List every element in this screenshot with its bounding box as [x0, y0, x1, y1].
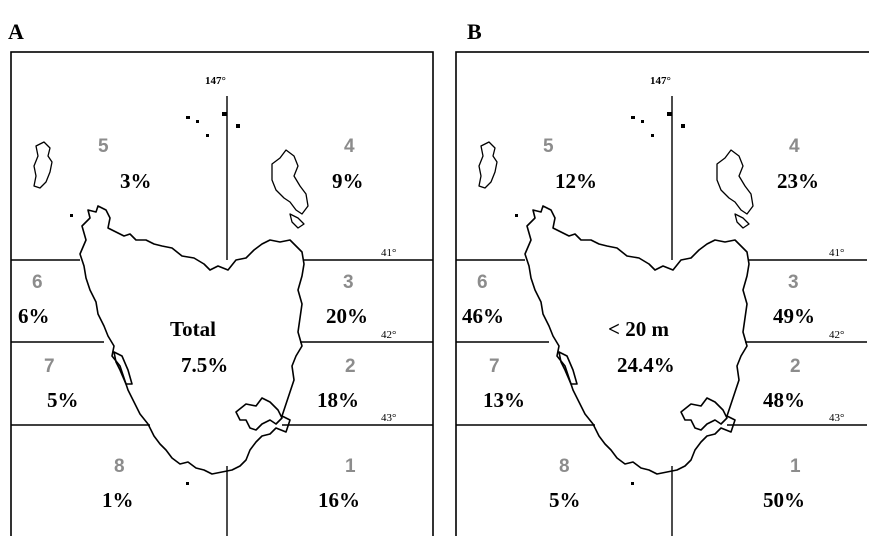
panel-b: B 147° 41° 42° 43° 5 12% 4 23% 6 46% 3 4… — [455, 19, 869, 536]
zone-2-number: 2 — [345, 356, 356, 377]
zone-5-percent: 12% — [555, 169, 597, 193]
zone-3-number: 3 — [343, 272, 354, 293]
zone-8-percent: 1% — [102, 488, 134, 512]
longitude-label: 147° — [205, 75, 226, 87]
zone-2-number: 2 — [790, 356, 801, 377]
zone-8-number: 8 — [114, 456, 125, 477]
zone-5-number: 5 — [98, 136, 109, 157]
zone-4-number: 4 — [344, 136, 355, 157]
zone-7-number: 7 — [44, 356, 55, 377]
latitude-label-43: 43° — [381, 412, 396, 424]
zone-2-percent: 18% — [317, 388, 359, 412]
center-title: < 20 m — [608, 317, 669, 341]
latitude-label-43: 43° — [829, 412, 844, 424]
panel-letter: B — [467, 19, 482, 44]
center-value: 24.4% — [617, 353, 675, 377]
zone-6-percent: 46% — [462, 304, 504, 328]
tasmania-outline — [33, 111, 309, 486]
zone-3-number: 3 — [788, 272, 799, 293]
zone-1-percent: 50% — [763, 488, 805, 512]
zone-5-percent: 3% — [120, 169, 152, 193]
zone-6-number: 6 — [477, 272, 488, 293]
zone-1-percent: 16% — [318, 488, 360, 512]
zone-6-percent: 6% — [18, 304, 50, 328]
tasmania-outline — [478, 111, 754, 486]
zone-7-number: 7 — [489, 356, 500, 377]
zone-3-percent: 20% — [326, 304, 368, 328]
zone-6-number: 6 — [32, 272, 43, 293]
center-title: Total — [170, 317, 216, 341]
zone-4-percent: 23% — [777, 169, 819, 193]
zone-8-number: 8 — [559, 456, 570, 477]
latitude-label-41: 41° — [829, 247, 844, 259]
panel-a: A 147° 41° 42° 43° 5 3% 4 9% 6 6% 3 20% … — [8, 19, 434, 536]
latitude-label-41: 41° — [381, 247, 396, 259]
zone-1-number: 1 — [345, 456, 356, 477]
zone-4-percent: 9% — [332, 169, 364, 193]
zone-7-percent: 13% — [483, 388, 525, 412]
panel-letter: A — [8, 19, 24, 44]
map-frame — [10, 51, 434, 536]
zone-1-number: 1 — [790, 456, 801, 477]
latitude-label-42: 42° — [829, 329, 844, 341]
center-value: 7.5% — [181, 353, 228, 377]
zone-7-percent: 5% — [47, 388, 79, 412]
zone-2-percent: 48% — [763, 388, 805, 412]
zone-8-percent: 5% — [549, 488, 581, 512]
latitude-label-42: 42° — [381, 329, 396, 341]
zone-4-number: 4 — [789, 136, 800, 157]
zone-3-percent: 49% — [773, 304, 815, 328]
longitude-label: 147° — [650, 75, 671, 87]
map-frame — [455, 51, 869, 536]
zone-5-number: 5 — [543, 136, 554, 157]
